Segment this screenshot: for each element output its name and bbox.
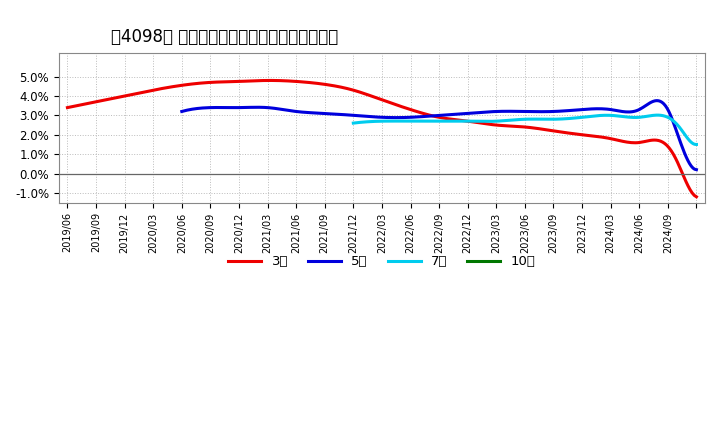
3年 (440, 116, 449, 121)
Line: 3年: 3年 (68, 81, 696, 197)
Text: ［4098］ 当期純利益マージンの平均値の推移: ［4098］ 当期純利益マージンの平均値の推移 (111, 28, 338, 46)
Line: 5年: 5年 (181, 101, 696, 170)
3年 (63, 105, 72, 110)
3年 (438, 115, 446, 121)
3年 (66, 105, 74, 110)
3年 (595, 134, 604, 139)
7年 (552, 117, 561, 122)
5年 (482, 110, 491, 115)
5年 (644, 101, 652, 106)
5年 (179, 108, 188, 114)
3年 (265, 78, 274, 83)
3年 (450, 117, 459, 122)
7年 (559, 116, 567, 121)
7年 (661, 114, 670, 119)
7年 (553, 117, 562, 122)
5年 (652, 98, 661, 103)
7年 (638, 114, 647, 120)
Line: 7年: 7年 (354, 115, 696, 144)
5年 (692, 167, 701, 172)
5年 (484, 109, 492, 114)
7年 (350, 120, 359, 125)
7年 (653, 113, 662, 118)
7年 (349, 121, 358, 126)
3年 (635, 140, 644, 145)
3年 (692, 194, 701, 199)
5年 (611, 108, 620, 113)
5年 (492, 109, 501, 114)
5年 (177, 109, 186, 114)
7年 (692, 142, 701, 147)
Legend: 3年, 5年, 7年, 10年: 3年, 5年, 7年, 10年 (222, 250, 541, 274)
